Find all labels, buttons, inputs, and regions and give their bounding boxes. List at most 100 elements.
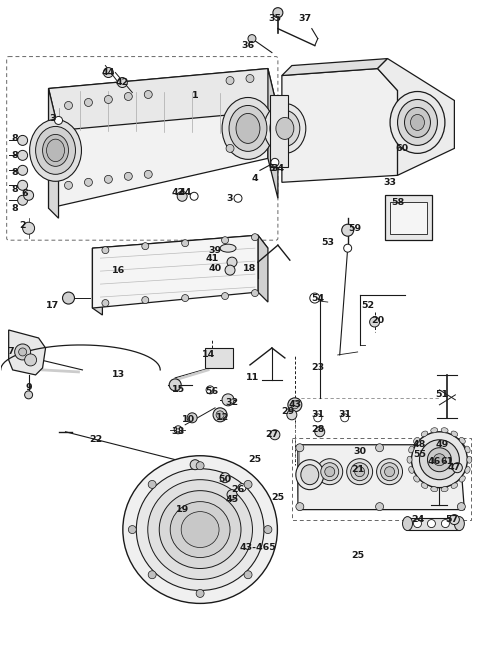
Text: 26: 26	[231, 485, 245, 494]
Circle shape	[144, 91, 152, 98]
Circle shape	[24, 354, 36, 366]
Circle shape	[190, 192, 198, 200]
Circle shape	[104, 175, 112, 183]
Circle shape	[264, 525, 272, 533]
Bar	[408, 518, 459, 529]
Circle shape	[18, 150, 28, 160]
Ellipse shape	[377, 459, 403, 485]
Text: 2: 2	[19, 220, 26, 230]
Polygon shape	[93, 248, 102, 315]
Circle shape	[227, 489, 237, 500]
Circle shape	[18, 195, 28, 205]
Text: 17: 17	[46, 300, 59, 310]
Circle shape	[142, 297, 149, 304]
Text: 8: 8	[11, 134, 18, 143]
Text: 44: 44	[102, 68, 115, 77]
Ellipse shape	[455, 516, 464, 531]
Circle shape	[181, 295, 189, 302]
Circle shape	[128, 525, 136, 533]
Circle shape	[196, 462, 204, 470]
Ellipse shape	[43, 134, 69, 167]
Polygon shape	[258, 236, 268, 302]
Circle shape	[342, 224, 354, 236]
Ellipse shape	[465, 466, 470, 474]
Ellipse shape	[229, 106, 267, 152]
Text: 61: 61	[441, 457, 454, 466]
Text: 60: 60	[395, 144, 408, 153]
Circle shape	[104, 96, 112, 104]
Ellipse shape	[36, 127, 75, 174]
Circle shape	[62, 292, 74, 304]
Polygon shape	[93, 236, 258, 308]
Text: 34: 34	[271, 164, 285, 173]
Text: 37: 37	[298, 14, 312, 23]
Circle shape	[238, 483, 246, 491]
Text: 1: 1	[192, 91, 198, 100]
Text: 32: 32	[226, 398, 239, 407]
Circle shape	[452, 462, 462, 473]
Text: 42: 42	[171, 188, 185, 197]
Ellipse shape	[441, 487, 448, 492]
Text: 25: 25	[248, 455, 262, 464]
Text: 3: 3	[227, 194, 233, 203]
Text: 25: 25	[351, 551, 364, 560]
Circle shape	[226, 144, 234, 152]
Circle shape	[457, 502, 465, 510]
Ellipse shape	[410, 114, 424, 131]
Text: 53: 53	[321, 237, 334, 247]
Circle shape	[248, 35, 256, 43]
Text: 43: 43	[288, 400, 301, 409]
Polygon shape	[48, 89, 59, 218]
Circle shape	[291, 401, 299, 409]
Circle shape	[206, 386, 214, 394]
Text: 12: 12	[216, 413, 228, 422]
Circle shape	[341, 414, 348, 422]
Ellipse shape	[397, 100, 437, 146]
Circle shape	[177, 192, 187, 201]
Circle shape	[102, 300, 109, 306]
Circle shape	[413, 520, 421, 527]
Circle shape	[442, 520, 449, 527]
Circle shape	[187, 413, 197, 423]
Circle shape	[18, 165, 28, 175]
Text: 38: 38	[171, 427, 185, 436]
Circle shape	[64, 102, 72, 110]
Bar	[205, 348, 233, 368]
Bar	[390, 202, 428, 234]
Ellipse shape	[347, 459, 372, 485]
Ellipse shape	[47, 139, 64, 161]
Ellipse shape	[123, 456, 277, 604]
Text: 11: 11	[246, 373, 260, 382]
Text: 5: 5	[269, 164, 275, 173]
Circle shape	[64, 181, 72, 190]
Circle shape	[24, 391, 33, 399]
Circle shape	[252, 289, 258, 297]
Text: 21: 21	[351, 465, 364, 474]
Ellipse shape	[270, 110, 300, 146]
Circle shape	[222, 237, 228, 243]
Circle shape	[411, 432, 468, 487]
Circle shape	[428, 520, 435, 527]
Text: 8: 8	[11, 204, 18, 213]
Circle shape	[428, 448, 451, 472]
Text: 58: 58	[391, 197, 404, 207]
Ellipse shape	[321, 462, 339, 481]
Ellipse shape	[408, 466, 414, 474]
Circle shape	[84, 98, 93, 106]
Text: 24: 24	[411, 515, 424, 524]
Ellipse shape	[431, 428, 438, 433]
Text: 20: 20	[371, 316, 384, 325]
Circle shape	[84, 178, 93, 186]
Ellipse shape	[390, 91, 445, 154]
Text: 35: 35	[268, 14, 281, 23]
Ellipse shape	[170, 502, 230, 558]
Ellipse shape	[148, 480, 252, 579]
Text: 52: 52	[361, 300, 374, 310]
Ellipse shape	[407, 456, 412, 463]
Ellipse shape	[236, 113, 260, 144]
Text: 6: 6	[21, 189, 28, 198]
Circle shape	[376, 502, 384, 510]
Text: 43-465: 43-465	[240, 543, 276, 552]
Circle shape	[196, 590, 204, 598]
Circle shape	[288, 398, 302, 412]
